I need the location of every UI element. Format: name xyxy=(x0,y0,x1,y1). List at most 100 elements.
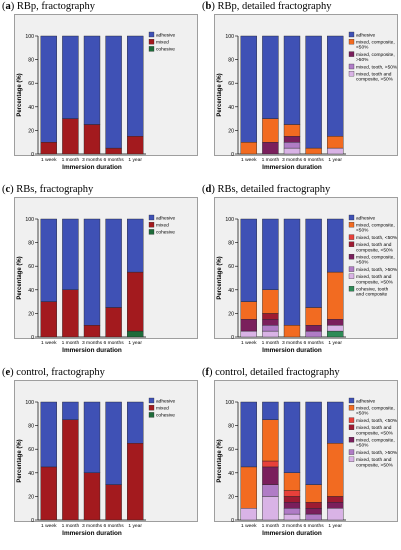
x-tick-label: 1 year xyxy=(328,157,342,163)
x-axis-label: Immersion duration xyxy=(62,347,122,354)
bar-segment xyxy=(283,507,301,515)
legend-swatch xyxy=(348,405,355,411)
bar-segment xyxy=(105,35,122,149)
legend-label: mixed, composite, >50% xyxy=(356,52,395,63)
bar-segment xyxy=(127,330,144,338)
y-tick-label: 0 xyxy=(231,518,234,524)
panel-title-d: (d) RBs, detailed fractography xyxy=(202,184,331,195)
bar-segment xyxy=(83,124,101,155)
legend-label: mixed xyxy=(156,40,169,46)
y-axis-label: Percentage (%) xyxy=(217,73,223,116)
y-tick-label: 20 xyxy=(28,494,34,500)
legend-swatch xyxy=(348,424,355,430)
legend-swatch xyxy=(348,222,355,228)
y-tick-label: 0 xyxy=(231,335,234,341)
bar-segment xyxy=(240,319,257,332)
y-tick-label: 100 xyxy=(225,400,234,406)
legend-swatch xyxy=(148,412,155,418)
y-tick-label: 60 xyxy=(228,81,234,87)
bar-segment xyxy=(262,484,279,497)
bar-segment xyxy=(262,35,279,119)
y-axis-label: Percentage (%) xyxy=(217,439,223,482)
y-axis-label: Percentage (%) xyxy=(17,439,23,482)
bar-segment xyxy=(327,319,344,326)
bar-segment xyxy=(105,218,122,308)
x-tick-label: 6 months xyxy=(104,523,125,529)
x-tick-label: 1 month xyxy=(262,340,280,346)
bar-segment xyxy=(262,118,279,143)
bar-segment xyxy=(262,466,279,485)
panel-title-c: (c) RBs, fractography xyxy=(2,184,94,195)
bar-segment xyxy=(283,502,301,509)
legend-label: mixed, composite, <50% xyxy=(356,40,395,51)
legend-label: mixed, tooth and composite, <50% xyxy=(356,425,394,436)
bar-segment xyxy=(305,484,322,503)
bar-segment xyxy=(127,35,144,137)
bar-segment xyxy=(127,218,144,273)
bar-segment xyxy=(240,301,257,320)
legend-label: mixed, composite, >50% xyxy=(356,438,395,449)
bar-segment xyxy=(83,401,101,474)
bar-segment xyxy=(327,401,344,444)
bar-segment xyxy=(40,301,57,338)
x-tick-label: 1 week xyxy=(241,523,257,529)
legend-label: mixed, tooth and composite, <50% xyxy=(356,242,394,253)
y-tick-label: 20 xyxy=(228,128,234,134)
bar-segment xyxy=(283,513,301,521)
x-tick-label: 3 months xyxy=(82,157,103,163)
y-axis-label: Percentage (%) xyxy=(17,73,23,116)
bar-segment xyxy=(262,218,279,291)
bar-segment xyxy=(262,319,279,326)
legend-label: adhesive xyxy=(356,398,376,404)
bar-segment xyxy=(327,330,344,338)
legend-label: adhesive xyxy=(156,215,176,221)
bar-segment xyxy=(283,496,301,503)
bar-segment xyxy=(283,324,301,338)
bar-segment xyxy=(262,289,279,314)
y-tick-label: 80 xyxy=(28,58,34,64)
bar-segment xyxy=(83,324,101,338)
legend-label: adhesive xyxy=(156,32,176,38)
legend-label: mixed, tooth and composite, >50% xyxy=(356,457,394,468)
bar-segment xyxy=(62,35,79,119)
bar-segment xyxy=(327,218,344,273)
x-axis-label: Immersion duration xyxy=(262,164,322,171)
bar-segment xyxy=(283,147,301,155)
y-tick-label: 20 xyxy=(228,311,234,317)
bar-segment xyxy=(240,507,257,521)
bar-segment xyxy=(327,35,344,137)
bar-segment xyxy=(127,443,144,521)
bar-segment xyxy=(262,419,279,462)
chart-panel-c: 0 20 40 60 80 100 Percentage (%) Immersion dura… xyxy=(14,197,198,354)
bar-segment xyxy=(240,401,257,468)
y-tick-label: 40 xyxy=(228,105,234,111)
bar-segment xyxy=(262,313,279,320)
x-tick-label: 3 months xyxy=(282,340,303,346)
bar-segment xyxy=(240,141,257,155)
y-tick-label: 60 xyxy=(28,81,34,87)
legend-swatch xyxy=(348,286,355,292)
x-tick-label: 1 week xyxy=(41,340,57,346)
bar-segment xyxy=(305,502,322,509)
panel-title-f: (f) control, detailed fractography xyxy=(202,367,340,378)
legend-label: mixed, composite, >50% xyxy=(356,255,395,266)
y-tick-label: 100 xyxy=(25,34,34,40)
legend-label: mixed, composite, <50% xyxy=(356,406,395,417)
bar-segment xyxy=(127,271,144,332)
x-tick-label: 1 month xyxy=(62,340,80,346)
bar-segment xyxy=(62,218,79,291)
legend-label: mixed, tooth, >50% xyxy=(356,450,398,456)
x-tick-label: 6 months xyxy=(304,340,325,346)
x-tick-label: 1 month xyxy=(262,157,280,163)
legend-swatch xyxy=(348,31,355,38)
x-tick-label: 1 week xyxy=(241,340,257,346)
x-tick-label: 1 year xyxy=(128,157,142,163)
legend-swatch xyxy=(348,241,355,247)
legend-label: cohesive xyxy=(156,47,175,53)
bar-segment xyxy=(40,466,57,521)
bar-segment xyxy=(105,401,122,485)
bar-segment xyxy=(83,218,101,326)
bar-segment xyxy=(40,35,57,143)
x-tick-label: 1 month xyxy=(262,523,280,529)
